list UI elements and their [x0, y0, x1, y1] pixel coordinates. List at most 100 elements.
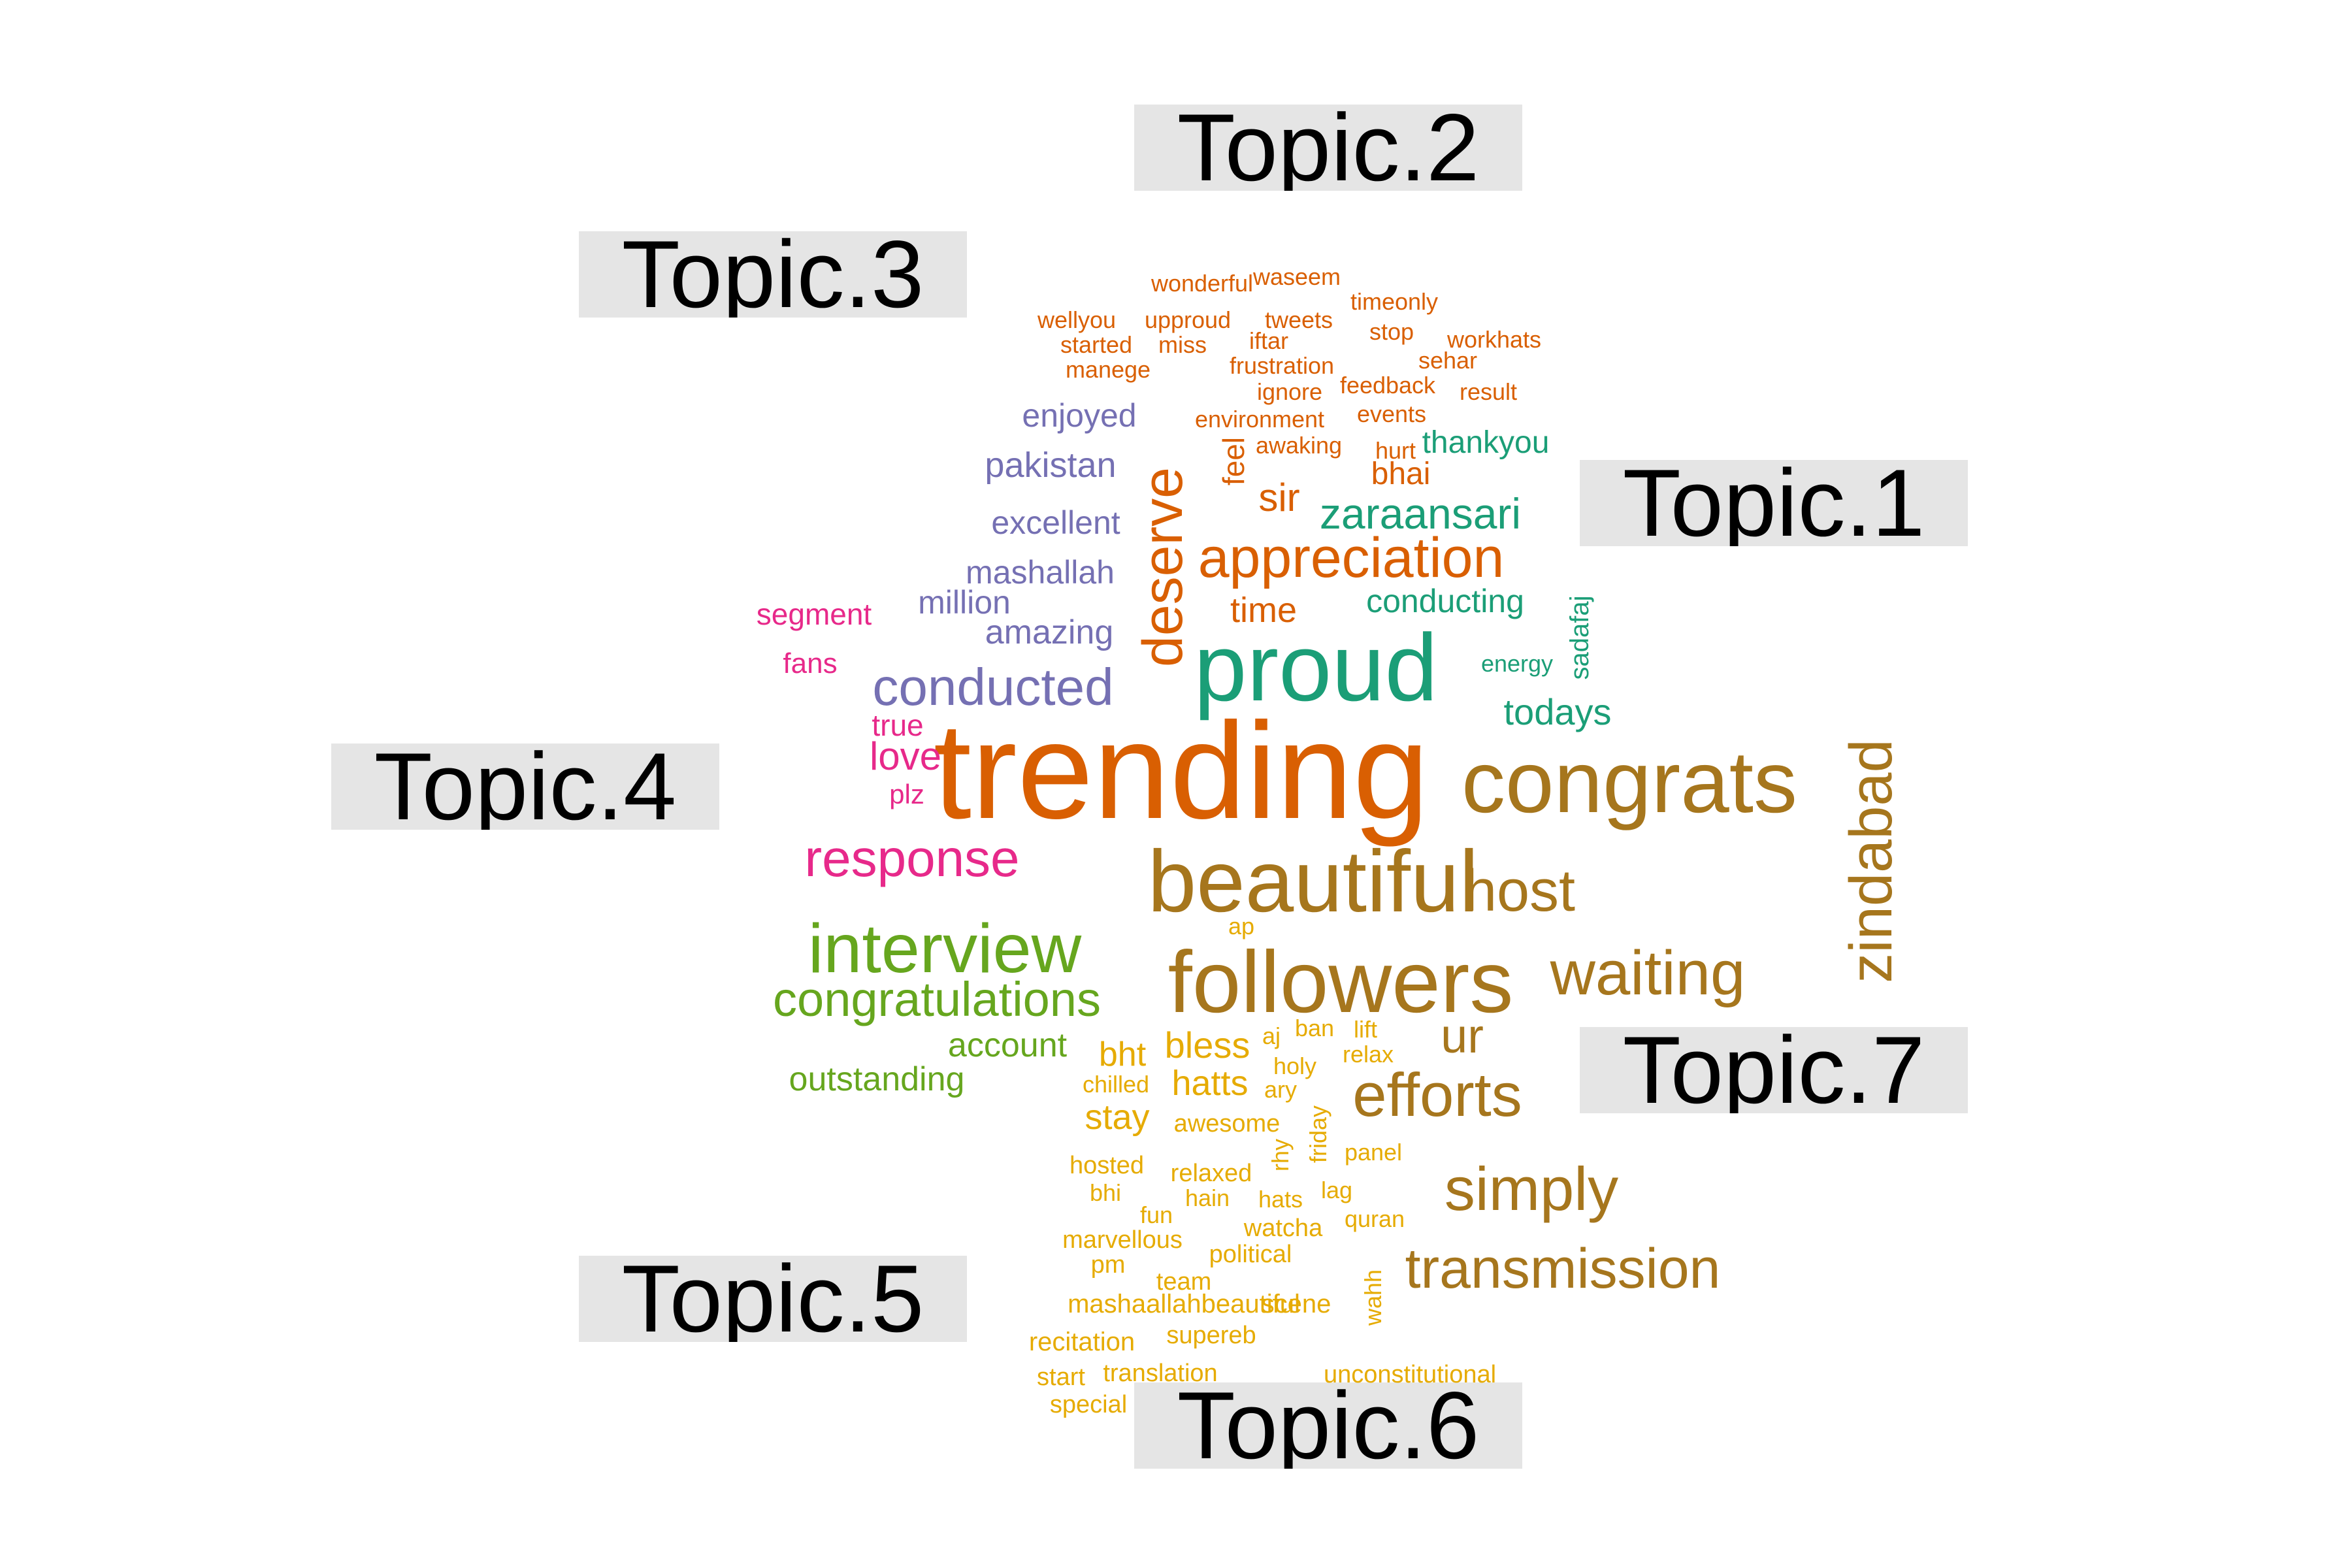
- word-bhai: bhai: [1371, 457, 1431, 491]
- word-pakistan: pakistan: [985, 446, 1117, 485]
- word-response: response: [804, 829, 1020, 887]
- word-million: million: [918, 584, 1011, 621]
- word-timeonly: timeonly: [1350, 288, 1439, 315]
- word-thankyou: thankyou: [1422, 425, 1550, 460]
- word-sehar: sehar: [1418, 347, 1478, 374]
- word-unconstitutional: unconstitutional: [1323, 1361, 1497, 1388]
- word-conducted: conducted: [872, 658, 1114, 716]
- word-trending: trending: [933, 694, 1429, 847]
- word-started: started: [1060, 331, 1133, 358]
- word-stay: stay: [1085, 1098, 1150, 1137]
- word-stop: stop: [1369, 318, 1414, 345]
- word-account: account: [947, 1026, 1068, 1064]
- topic-label-1: Topic.1: [1580, 460, 1968, 546]
- word-outstanding: outstanding: [789, 1060, 965, 1098]
- word-manege: manege: [1065, 356, 1151, 383]
- topic-label-4: Topic.4: [331, 743, 719, 830]
- word-hurt: hurt: [1375, 437, 1416, 464]
- word-supereb: supereb: [1166, 1322, 1256, 1349]
- word-relaxed: relaxed: [1170, 1160, 1252, 1187]
- word-hatts: hatts: [1171, 1064, 1249, 1103]
- word-congratulations: congratulations: [773, 972, 1101, 1026]
- word-friday: friday: [1305, 1105, 1331, 1164]
- word-holy: holy: [1273, 1053, 1317, 1079]
- word-fans: fans: [783, 647, 838, 679]
- word-upproud: upproud: [1144, 306, 1232, 333]
- word-ur: ur: [1441, 1009, 1484, 1063]
- word-host: host: [1463, 858, 1576, 924]
- word-hosted: hosted: [1069, 1152, 1145, 1179]
- word-ap: ap: [1228, 913, 1255, 939]
- word-hats: hats: [1258, 1186, 1303, 1213]
- word-pm: pm: [1090, 1251, 1126, 1279]
- word-interview: interview: [808, 910, 1082, 987]
- word-sir: sir: [1258, 476, 1300, 519]
- word-ary: ary: [1264, 1076, 1298, 1103]
- topic-label-2: Topic.2: [1134, 105, 1522, 191]
- word-hain: hain: [1184, 1184, 1230, 1211]
- word-conducting: conducting: [1366, 583, 1524, 619]
- word-lift: lift: [1354, 1016, 1377, 1043]
- word-mashaallahbeautiful: mashaallahbeautiful: [1068, 1290, 1300, 1318]
- word-fun: fun: [1139, 1201, 1173, 1228]
- topic-label-3: Topic.3: [579, 231, 967, 318]
- word-sadafaj: sadafaj: [1565, 595, 1594, 680]
- word-environment: environment: [1194, 406, 1325, 433]
- word-bless: bless: [1164, 1024, 1250, 1066]
- word-congrats: congrats: [1462, 734, 1797, 831]
- word-events: events: [1356, 400, 1427, 427]
- word-marvellous: marvellous: [1062, 1226, 1183, 1254]
- word-relax: relax: [1342, 1041, 1394, 1068]
- word-wellyou: wellyou: [1037, 306, 1117, 333]
- word-feel: feel: [1217, 436, 1250, 486]
- word-aj: aj: [1262, 1022, 1281, 1049]
- word-result: result: [1459, 378, 1518, 405]
- word-appreciation: appreciation: [1198, 527, 1505, 589]
- topic-label-5: Topic.5: [579, 1256, 967, 1342]
- word-rhy: rhy: [1267, 1138, 1294, 1172]
- word-wahh: wahh: [1360, 1269, 1386, 1326]
- word-feedback: feedback: [1339, 372, 1436, 399]
- word-tweets: tweets: [1264, 306, 1333, 333]
- word-scene: scene: [1261, 1290, 1331, 1318]
- word-mashallah: mashallah: [966, 554, 1115, 591]
- word-efforts: efforts: [1352, 1060, 1522, 1129]
- word-ignore: ignore: [1256, 378, 1323, 405]
- word-special: special: [1049, 1391, 1128, 1418]
- word-amazing: amazing: [985, 613, 1114, 651]
- word-followers: followers: [1168, 934, 1514, 1031]
- word-iftar: iftar: [1249, 327, 1289, 354]
- word-team: team: [1156, 1268, 1212, 1296]
- word-waseem: waseem: [1252, 263, 1341, 290]
- word-frustration: frustration: [1229, 352, 1335, 379]
- word-deserve: deserve: [1132, 467, 1194, 667]
- word-true: true: [872, 708, 924, 742]
- word-excellent: excellent: [991, 504, 1120, 541]
- word-transmission: transmission: [1405, 1237, 1721, 1300]
- word-ban: ban: [1294, 1015, 1335, 1041]
- word-start: start: [1037, 1364, 1085, 1391]
- word-simply: simply: [1444, 1154, 1619, 1223]
- word-translation: translation: [1103, 1360, 1218, 1387]
- word-todays: todays: [1503, 691, 1612, 732]
- topic-label-7: Topic.7: [1580, 1027, 1968, 1113]
- word-enjoyed: enjoyed: [1022, 397, 1137, 434]
- word-segment: segment: [756, 597, 872, 631]
- word-chilled: chilled: [1082, 1071, 1150, 1098]
- word-lag: lag: [1320, 1177, 1353, 1203]
- word-energy: energy: [1480, 650, 1554, 677]
- word-time: time: [1230, 591, 1298, 630]
- word-political: political: [1209, 1241, 1292, 1268]
- topic-label-6: Topic.6: [1134, 1382, 1522, 1469]
- word-beautiful: beautiful: [1147, 833, 1479, 930]
- word-miss: miss: [1158, 331, 1207, 358]
- word-awesome: awesome: [1173, 1110, 1281, 1137]
- word-wonderful: wonderful: [1151, 270, 1254, 297]
- word-zindabad: zindabad: [1838, 739, 1904, 983]
- word-quran: quran: [1344, 1205, 1405, 1232]
- word-panel: panel: [1344, 1139, 1403, 1166]
- word-recitation: recitation: [1028, 1328, 1135, 1356]
- word-zaraansari: zaraansari: [1319, 489, 1522, 538]
- word-proud: proud: [1194, 614, 1438, 721]
